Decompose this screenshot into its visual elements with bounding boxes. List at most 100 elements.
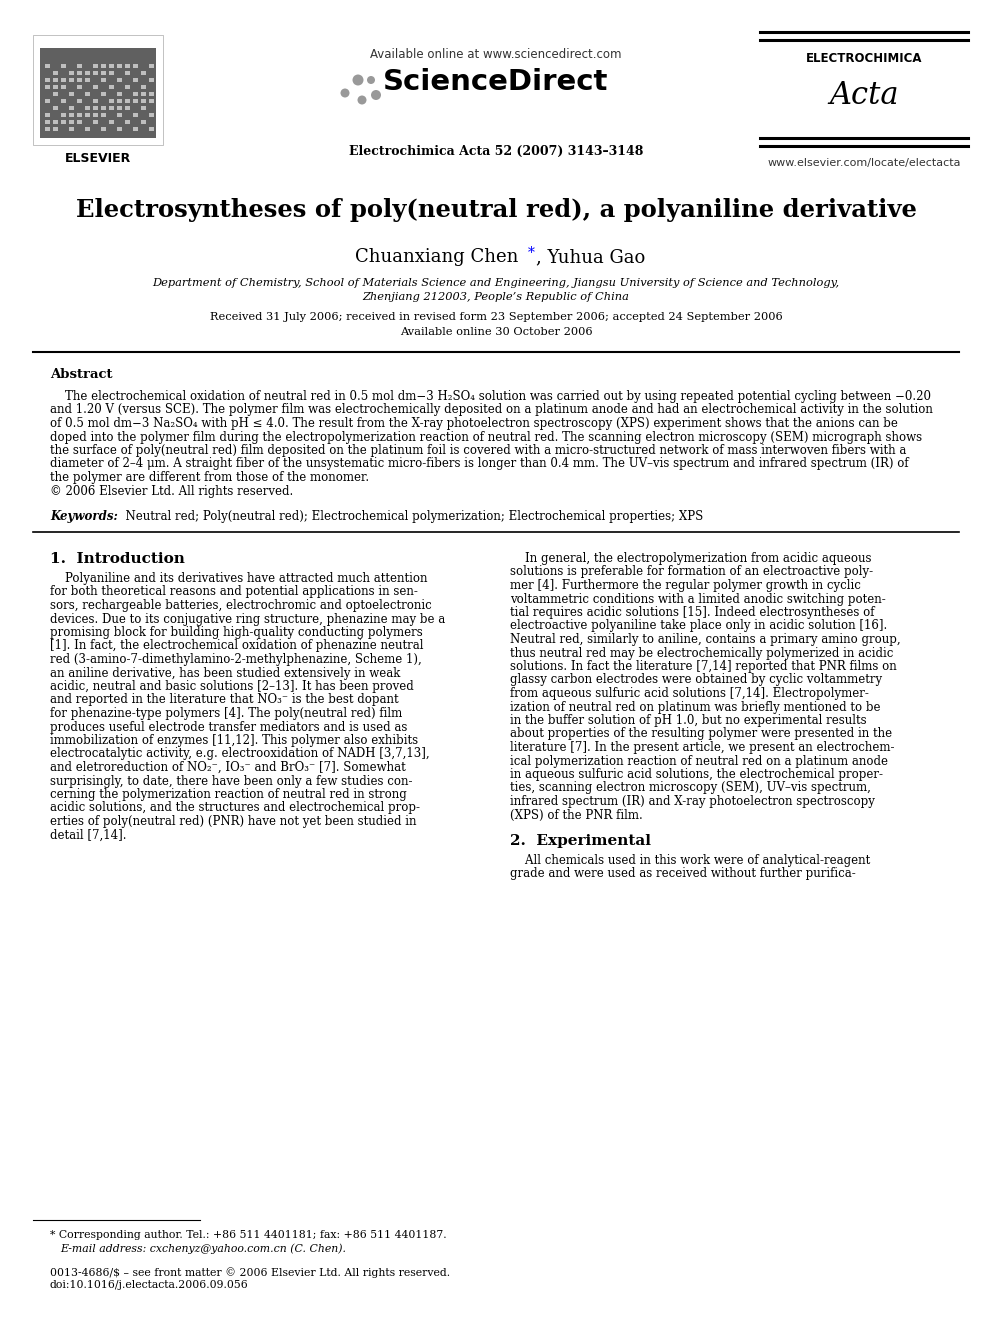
Bar — [85, 127, 90, 131]
Text: acidic solutions, and the structures and electrochemical prop-: acidic solutions, and the structures and… — [50, 802, 420, 815]
Text: the polymer are different from those of the monomer.: the polymer are different from those of … — [50, 471, 369, 484]
Text: 1.  Introduction: 1. Introduction — [50, 552, 185, 566]
Bar — [45, 120, 50, 124]
Text: *: * — [528, 246, 535, 261]
Bar — [133, 112, 138, 116]
Bar — [45, 64, 50, 67]
Text: voltammetric conditions with a limited anodic switching poten-: voltammetric conditions with a limited a… — [510, 593, 886, 606]
Text: of 0.5 mol dm−3 Na₂SO₄ with pH ≤ 4.0. The result from the X-ray photoelectron sp: of 0.5 mol dm−3 Na₂SO₄ with pH ≤ 4.0. Th… — [50, 417, 898, 430]
Text: Chuanxiang Chen: Chuanxiang Chen — [355, 247, 519, 266]
Text: Polyaniline and its derivatives have attracted much attention: Polyaniline and its derivatives have att… — [50, 572, 428, 585]
Text: Department of Chemistry, School of Materials Science and Engineering, Jiangsu Un: Department of Chemistry, School of Mater… — [153, 278, 839, 288]
Bar — [77, 71, 82, 75]
Text: ELECTROCHIMICA: ELECTROCHIMICA — [806, 52, 923, 65]
Bar — [101, 127, 106, 131]
Text: doi:10.1016/j.electacta.2006.09.056: doi:10.1016/j.electacta.2006.09.056 — [50, 1279, 249, 1290]
Bar — [53, 127, 58, 131]
Bar — [77, 120, 82, 124]
Bar — [141, 120, 146, 124]
Text: surprisingly, to date, there have been only a few studies con-: surprisingly, to date, there have been o… — [50, 774, 413, 787]
Bar — [101, 71, 106, 75]
Bar — [53, 93, 58, 97]
Text: tial requires acidic solutions [15]. Indeed electrosyntheses of: tial requires acidic solutions [15]. Ind… — [510, 606, 875, 619]
Text: ization of neutral red on platinum was briefly mentioned to be: ization of neutral red on platinum was b… — [510, 700, 881, 713]
Bar — [45, 85, 50, 89]
Text: for both theoretical reasons and potential applications in sen-: for both theoretical reasons and potenti… — [50, 586, 418, 598]
Bar — [109, 120, 114, 124]
Bar — [125, 99, 130, 103]
Text: All chemicals used in this work were of analytical-reagent: All chemicals used in this work were of … — [510, 855, 870, 867]
Bar — [77, 85, 82, 89]
Bar — [93, 64, 98, 67]
Bar — [61, 64, 66, 67]
Bar — [33, 34, 163, 146]
Bar — [125, 71, 130, 75]
Text: and 1.20 V (versus SCE). The polymer film was electrochemically deposited on a p: and 1.20 V (versus SCE). The polymer fil… — [50, 404, 932, 417]
Text: Zhenjiang 212003, People’s Republic of China: Zhenjiang 212003, People’s Republic of C… — [362, 292, 630, 302]
Bar — [45, 127, 50, 131]
Text: erties of poly(neutral red) (PNR) have not yet been studied in: erties of poly(neutral red) (PNR) have n… — [50, 815, 417, 828]
Bar — [69, 112, 74, 116]
Bar — [101, 64, 106, 67]
Bar — [61, 85, 66, 89]
Text: electrocatalytic activity, e.g. electrooxidation of NADH [3,7,13],: electrocatalytic activity, e.g. electroo… — [50, 747, 430, 761]
Bar — [61, 78, 66, 82]
Text: © 2006 Elsevier Ltd. All rights reserved.: © 2006 Elsevier Ltd. All rights reserved… — [50, 486, 294, 499]
Text: (XPS) of the PNR film.: (XPS) of the PNR film. — [510, 808, 643, 822]
Bar — [141, 106, 146, 110]
Text: devices. Due to its conjugative ring structure, phenazine may be a: devices. Due to its conjugative ring str… — [50, 613, 445, 626]
Text: Available online at www.sciencedirect.com: Available online at www.sciencedirect.co… — [370, 48, 622, 61]
Bar — [85, 106, 90, 110]
Bar — [117, 112, 122, 116]
Bar — [53, 71, 58, 75]
Bar — [40, 48, 156, 138]
Bar — [45, 78, 50, 82]
Text: Neutral red, similarly to aniline, contains a primary amino group,: Neutral red, similarly to aniline, conta… — [510, 632, 901, 646]
Bar — [85, 112, 90, 116]
Bar — [109, 71, 114, 75]
Bar — [45, 112, 50, 116]
Bar — [141, 85, 146, 89]
Bar — [53, 78, 58, 82]
Bar — [117, 64, 122, 67]
Bar — [85, 78, 90, 82]
Bar — [93, 85, 98, 89]
Text: ScienceDirect: ScienceDirect — [383, 67, 609, 97]
Bar — [109, 64, 114, 67]
Bar — [117, 127, 122, 131]
Text: Neutral red; Poly(neutral red); Electrochemical polymerization; Electrochemical : Neutral red; Poly(neutral red); Electroc… — [118, 509, 703, 523]
Text: literature [7]. In the present article, we present an electrochem-: literature [7]. In the present article, … — [510, 741, 895, 754]
Bar — [69, 106, 74, 110]
Bar — [149, 112, 154, 116]
Circle shape — [367, 75, 375, 83]
Text: mer [4]. Furthermore the regular polymer growth in cyclic: mer [4]. Furthermore the regular polymer… — [510, 579, 861, 591]
Text: acidic, neutral and basic solutions [2–13]. It has been proved: acidic, neutral and basic solutions [2–1… — [50, 680, 414, 693]
Text: In general, the electropolymerization from acidic aqueous: In general, the electropolymerization fr… — [510, 552, 872, 565]
Text: ties, scanning electron microscopy (SEM), UV–vis spectrum,: ties, scanning electron microscopy (SEM)… — [510, 782, 871, 795]
Text: 0013-4686/$ – see front matter © 2006 Elsevier Ltd. All rights reserved.: 0013-4686/$ – see front matter © 2006 El… — [50, 1267, 450, 1278]
Text: 2.  Experimental: 2. Experimental — [510, 833, 651, 848]
Bar — [93, 120, 98, 124]
Bar — [109, 99, 114, 103]
Bar — [149, 64, 154, 67]
Text: in aqueous sulfuric acid solutions, the electrochemical proper-: in aqueous sulfuric acid solutions, the … — [510, 767, 883, 781]
Text: Acta: Acta — [829, 79, 899, 111]
Text: [1]. In fact, the electrochemical oxidation of phenazine neutral: [1]. In fact, the electrochemical oxidat… — [50, 639, 424, 652]
Bar — [77, 112, 82, 116]
Text: E-mail address: cxchenyz@yahoo.com.cn (C. Chen).: E-mail address: cxchenyz@yahoo.com.cn (C… — [60, 1244, 346, 1254]
Bar — [53, 120, 58, 124]
Text: Keywords:: Keywords: — [50, 509, 118, 523]
Text: solutions is preferable for formation of an electroactive poly-: solutions is preferable for formation of… — [510, 565, 873, 578]
Circle shape — [357, 95, 366, 105]
Text: thus neutral red may be electrochemically polymerized in acidic: thus neutral red may be electrochemicall… — [510, 647, 894, 659]
Bar — [117, 93, 122, 97]
Bar — [93, 106, 98, 110]
Bar — [101, 78, 106, 82]
Text: in the buffer solution of pH 1.0, but no experimental results: in the buffer solution of pH 1.0, but no… — [510, 714, 867, 728]
Text: doped into the polymer film during the electropolymerization reaction of neutral: doped into the polymer film during the e… — [50, 430, 923, 443]
Text: an aniline derivative, has been studied extensively in weak: an aniline derivative, has been studied … — [50, 667, 401, 680]
Bar — [101, 93, 106, 97]
Bar — [69, 127, 74, 131]
Text: detail [7,14].: detail [7,14]. — [50, 828, 127, 841]
Bar — [141, 93, 146, 97]
